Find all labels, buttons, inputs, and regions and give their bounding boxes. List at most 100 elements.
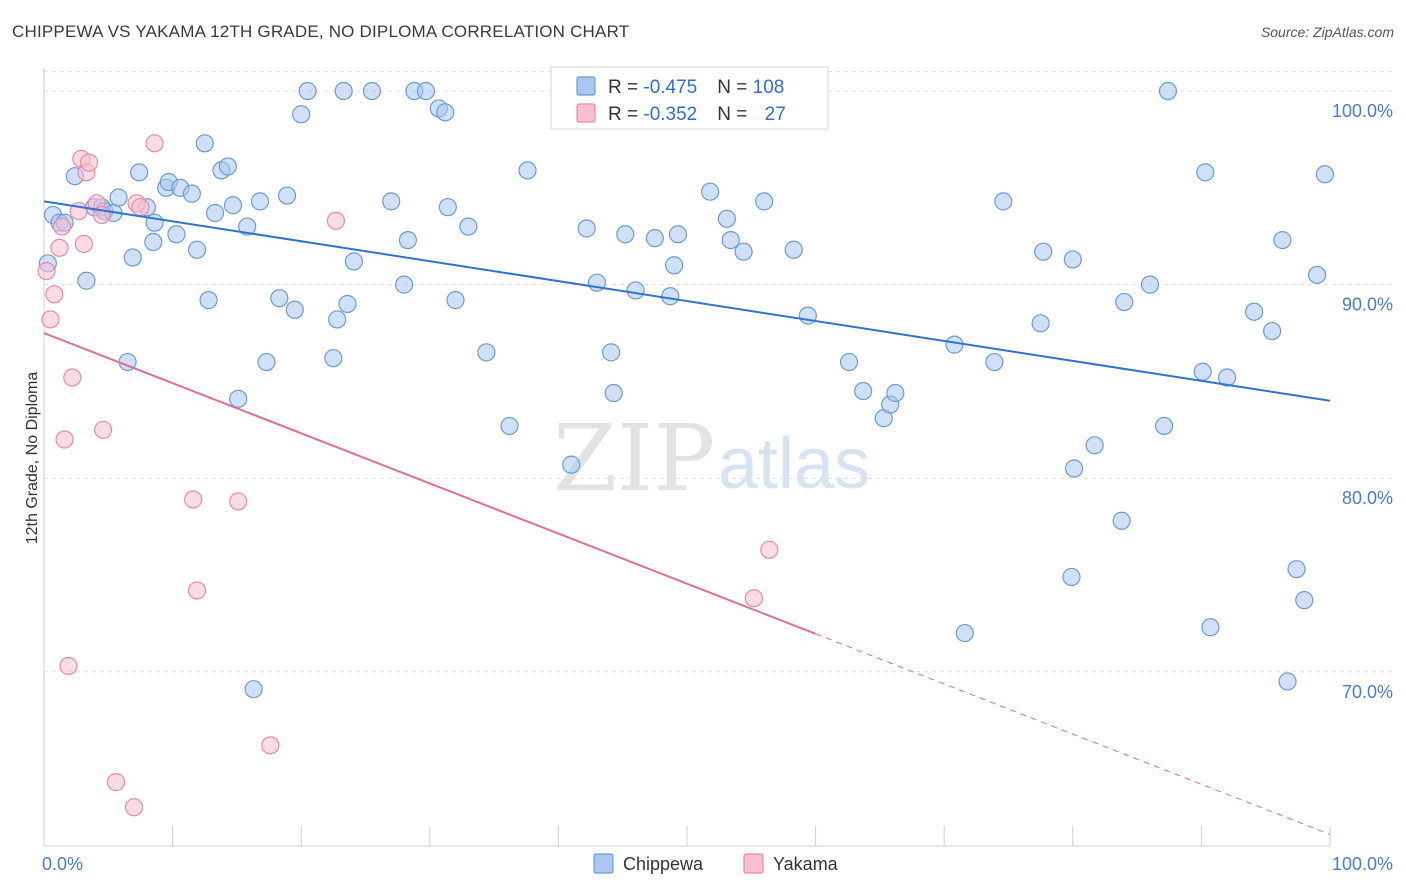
yakama-point [94, 420, 113, 439]
chippewa-point [665, 256, 684, 275]
chippewa-point [123, 248, 142, 267]
chippewa-point [436, 103, 455, 122]
chippewa-point [985, 352, 1004, 372]
chippewa-point [182, 184, 201, 203]
chippewa-point [394, 275, 414, 294]
chippewa-point [755, 192, 774, 211]
chippewa-point [854, 381, 873, 401]
chippewa-point [784, 240, 803, 259]
chippewa-point [886, 383, 905, 403]
grid-lines [44, 71, 1395, 673]
legend-chippewa-swatch [576, 76, 596, 96]
chippewa-point [1308, 265, 1327, 285]
chippewa-point [616, 225, 635, 244]
legend-r-label: R = [608, 77, 643, 98]
chippewa-point [167, 225, 186, 244]
chippewa-point [734, 242, 753, 261]
chippewa-point [277, 186, 297, 205]
legend-r-label: R = [608, 104, 643, 125]
chippewa-point [144, 232, 163, 252]
chippewa-point [1085, 436, 1104, 455]
chippewa-point [334, 81, 353, 101]
yakama-trend-line [43, 332, 816, 635]
x-tick-labels: 0.0% 100.0% [42, 854, 1393, 874]
y-axis-label: 12th Grade, No Diploma [24, 372, 41, 545]
chippewa-point [1063, 250, 1082, 269]
chippewa-point [577, 219, 596, 238]
chippewa-point [298, 81, 317, 101]
chippewa-point [187, 240, 207, 259]
chippewa-point [1034, 242, 1053, 261]
chippewa-point [1062, 567, 1081, 587]
legend-row-yakama: R = -0.352 N = 27 [608, 104, 786, 125]
chippewa-point [1115, 292, 1134, 312]
chippewa-point [604, 383, 623, 403]
chippewa-point [77, 271, 96, 290]
chart-source: Source: ZipAtlas.com [1260, 24, 1394, 40]
yakama-point [55, 430, 74, 449]
chippewa-point [562, 455, 581, 474]
chippewa-point [1064, 459, 1084, 478]
y-tick-label: 100.0% [1332, 101, 1393, 121]
chippewa-point [717, 209, 736, 228]
legend-chippewa-swatch [593, 853, 614, 874]
chippewa-point [218, 157, 237, 176]
chippewa-point [257, 352, 276, 372]
y-tick-labels: 70.0% 80.0% 90.0% 100.0% [1332, 101, 1393, 702]
legend-r-value: -0.475 [643, 77, 697, 98]
chippewa-point [701, 182, 720, 201]
chippewa-point [1295, 591, 1314, 610]
chippewa-point [1196, 163, 1215, 182]
chippewa-point [416, 81, 436, 101]
x-tick-label: 0.0% [42, 854, 83, 874]
legend-n-label: N = [717, 77, 752, 98]
chippewa-point [438, 198, 457, 217]
yakama-point [63, 368, 82, 387]
yakama-point [131, 198, 150, 217]
chippewa-point [244, 680, 263, 699]
yakama-trend-line-extension [815, 633, 1331, 835]
axes [43, 68, 1331, 847]
chippewa-point [839, 352, 859, 372]
chippewa-point [1158, 81, 1178, 101]
chippewa-point [205, 203, 225, 223]
legend-row-chippewa: R = -0.475 N = 108 [608, 77, 784, 98]
chippewa-point [500, 416, 519, 436]
chippewa-point [250, 192, 270, 211]
chippewa-point [1112, 511, 1131, 530]
yakama-point [41, 310, 60, 329]
data-points [37, 81, 1334, 817]
chippewa-point [398, 230, 418, 250]
chippewa-point [661, 287, 680, 306]
chippewa-point [668, 225, 688, 244]
chippewa-point [1201, 618, 1220, 637]
chippewa-point [945, 335, 964, 354]
y-tick-label: 80.0% [1342, 488, 1393, 508]
yakama-point [59, 656, 78, 676]
chart-title: CHIPPEWA VS YAKAMA 12TH GRADE, NO DIPLOM… [12, 22, 630, 41]
legend-n-value: 108 [753, 77, 785, 98]
watermark: ZIP atlas [553, 405, 870, 512]
yakama-point [326, 211, 346, 230]
yakama-point [52, 217, 72, 236]
chippewa-point [459, 217, 478, 236]
legend-n-label: N = [717, 104, 752, 125]
chippewa-point [994, 192, 1013, 211]
chippewa-point [1245, 302, 1264, 321]
chippewa-point [1315, 165, 1334, 184]
chippewa-point [238, 217, 257, 236]
chippewa-point [446, 291, 465, 310]
chippewa-point [199, 291, 218, 310]
chippewa-point [292, 105, 311, 124]
chippewa-point [229, 389, 248, 408]
yakama-point [106, 773, 126, 792]
chippewa-point [645, 229, 664, 248]
chippewa-point [362, 81, 382, 101]
chippewa-trend-line [43, 200, 1331, 402]
chippewa-point [338, 294, 357, 314]
watermark-zip: ZIP [553, 405, 715, 512]
chippewa-point [344, 252, 364, 271]
chippewa-point [1140, 275, 1160, 294]
chippewa-point [602, 343, 621, 362]
